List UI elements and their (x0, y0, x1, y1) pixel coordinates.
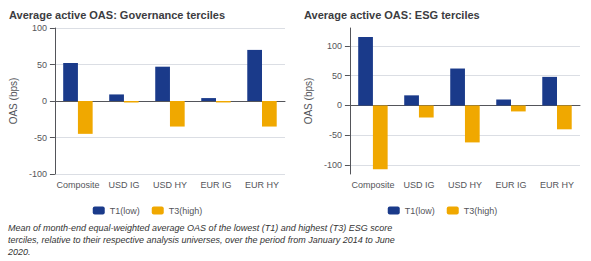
svg-text:-100: -100 (324, 160, 342, 170)
svg-text:-50: -50 (34, 133, 47, 143)
svg-text:T3(high): T3(high) (464, 206, 498, 216)
svg-text:T1(low): T1(low) (110, 206, 140, 216)
svg-text:T1(low): T1(low) (405, 206, 435, 216)
svg-text:50: 50 (37, 60, 47, 70)
svg-text:-100: -100 (29, 169, 47, 179)
svg-text:0: 0 (337, 100, 342, 110)
svg-text:OAS (bps): OAS (bps) (8, 78, 19, 125)
svg-text:USD IG: USD IG (108, 180, 139, 190)
svg-text:EUR HY: EUR HY (540, 180, 574, 190)
svg-text:0: 0 (42, 96, 47, 106)
svg-text:-50: -50 (329, 130, 342, 140)
svg-text:Composite: Composite (56, 180, 99, 190)
svg-text:USD HY: USD HY (448, 180, 482, 190)
svg-text:100: 100 (32, 23, 47, 33)
svg-text:T3(high): T3(high) (169, 206, 203, 216)
svg-text:USD HY: USD HY (153, 180, 187, 190)
svg-text:EUR HY: EUR HY (245, 180, 279, 190)
svg-text:USD IG: USD IG (403, 180, 434, 190)
svg-text:EUR IG: EUR IG (495, 180, 526, 190)
svg-text:100: 100 (327, 41, 342, 51)
svg-text:Composite: Composite (351, 180, 394, 190)
html-text:Mean of month-end equal-weight: Mean of month-end equal-weighted average… (8, 223, 395, 257)
svg-text:Average active OAS: ESG tercil: Average active OAS: ESG terciles (304, 9, 480, 21)
svg-text:EUR IG: EUR IG (200, 180, 231, 190)
svg-text:OAS (bps): OAS (bps) (303, 78, 314, 125)
svg-text:50: 50 (332, 71, 342, 81)
svg-text:Average active OAS: Governance: Average active OAS: Governance terciles (9, 9, 225, 21)
